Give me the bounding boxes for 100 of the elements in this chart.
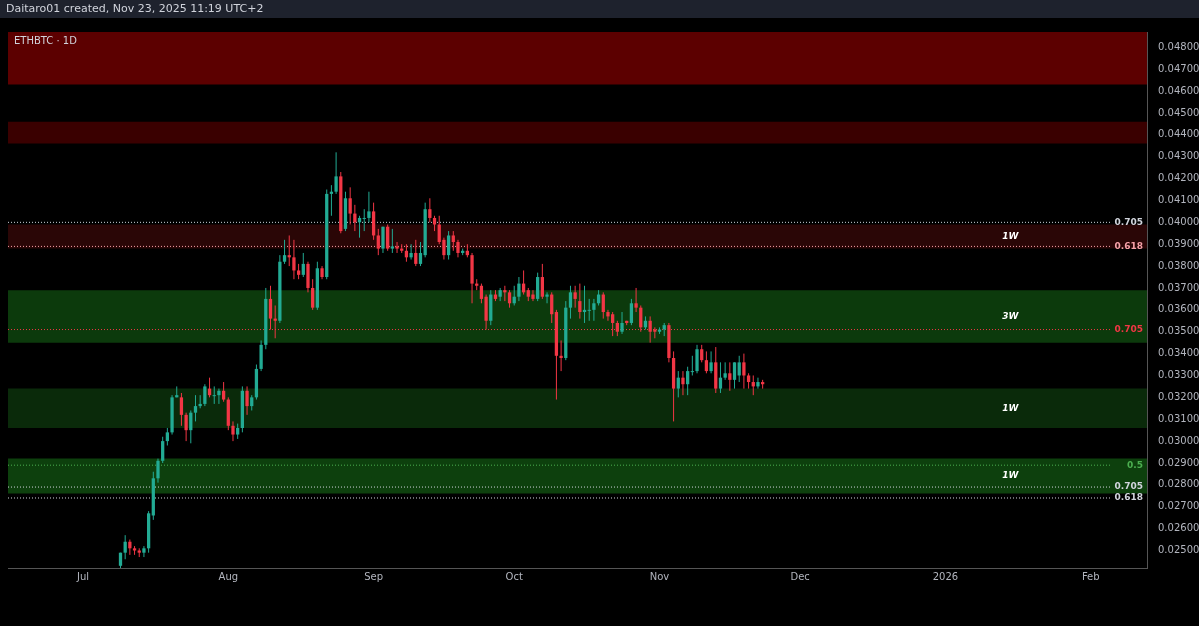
candlestick [203,383,207,407]
band-label: 1W [1002,470,1020,481]
y-tick-label: 0.03300 [1158,369,1199,381]
candlestick [728,361,732,392]
y-tick-label: 0.04100 [1158,194,1199,206]
x-tick-label: Aug [218,570,239,582]
y-tick-label: 0.04600 [1158,84,1199,96]
candlestick [517,276,521,302]
candlestick [709,350,713,374]
candlestick [395,241,399,254]
candlestick [221,381,226,403]
x-tick-label: Feb [1081,570,1100,582]
candlestick [686,366,690,396]
y-tick-label: 0.04200 [1158,172,1199,184]
candlestick [348,186,352,226]
candlestick [301,252,305,278]
candlestick [536,272,540,302]
candlestick [212,385,216,405]
candlestick [737,355,741,383]
annotation: 0.705 [1114,481,1143,492]
y-tick-label: 0.02600 [1158,522,1199,534]
candlestick [704,350,709,374]
x-tick-label: Sep [364,570,384,582]
candlestick [161,436,165,464]
candlestick [573,285,577,309]
y-tick-label: 0.03100 [1158,412,1199,424]
candlestick [386,224,390,252]
band-label: 1W [1002,230,1020,241]
candlestick [245,385,249,416]
x-tick-label: Dec [790,570,810,582]
y-tick-label: 0.04300 [1158,150,1199,162]
candlestick [545,291,549,304]
text: Daitaro01 created, Nov 23, 2025 11:19 UTC+2 [6,2,264,15]
y-tick-label: 0.02800 [1158,478,1199,490]
candlestick [606,309,610,322]
y-tick-label: 0.03500 [1158,325,1199,337]
candlestick [756,377,760,390]
candlestick [414,239,418,267]
candlestick [376,228,380,256]
y-tick-label: 0.04500 [1158,106,1199,118]
candlestick [292,239,296,280]
y-tick-label: 0.02500 [1158,544,1199,556]
candlestick [695,344,699,374]
x-tick-label: Oct [505,570,523,582]
candlestick [446,230,451,261]
candlestick [282,239,287,265]
candlestick [690,355,694,376]
candlestick [193,394,198,422]
candlestick [418,241,423,267]
candlestick [540,263,544,300]
y-tick-label: 0.03900 [1158,237,1199,249]
candlestick [592,298,596,322]
candlestick [409,243,413,261]
candlestick [128,539,132,556]
candlestick [531,289,535,302]
annotation: 0.705 [1114,323,1143,334]
annotation: 0.5 [1127,459,1143,470]
candlestick [179,392,184,427]
y-tick-label: 0.03800 [1158,259,1199,271]
annotation: 0.705 [1114,216,1143,227]
candlestick [723,361,727,381]
candlestick [184,412,188,442]
y-tick-label: 0.02900 [1158,456,1199,468]
candlestick [559,339,563,372]
candlestick [381,226,385,254]
candlestick [156,458,160,484]
y-tick-label: 0.02700 [1158,500,1199,512]
candlestick [732,361,737,390]
y-tick-label: 0.03200 [1158,390,1199,402]
chart-title: ETHBTC · 1D [14,34,78,46]
candlestick [718,361,723,394]
candlestick [742,353,746,390]
candlestick [578,283,582,320]
x-tick-label: Nov [649,570,670,582]
candlestick [231,420,235,442]
candlestick [681,370,685,396]
annotation: 0.618 [1114,240,1143,251]
candlestick [142,545,146,558]
y-tick-label: 0.03600 [1158,303,1199,315]
y-tick-label: 0.03000 [1158,434,1199,446]
candlestick [311,278,315,311]
candlestick [334,151,338,195]
y-tick-label: 0.03400 [1158,347,1199,359]
x-tick-label: Jul [75,570,90,582]
x-tick-label: 2026 [932,570,959,582]
candlestick [217,388,221,405]
candlestick [390,228,394,254]
candlestick [367,191,371,223]
candlestick [676,370,680,398]
y-tick-label: 0.04800 [1158,40,1199,52]
candlestick [629,298,634,326]
y-tick-label: 0.04000 [1158,215,1199,227]
y-tick-label: 0.03700 [1158,281,1199,293]
candlestick [620,311,624,335]
candlestick [587,298,591,322]
candlestick [428,197,432,223]
band-label: 1W [1002,402,1020,413]
candlestick [568,285,573,320]
y-tick-label: 0.04700 [1158,62,1199,74]
candlestick [634,287,638,313]
